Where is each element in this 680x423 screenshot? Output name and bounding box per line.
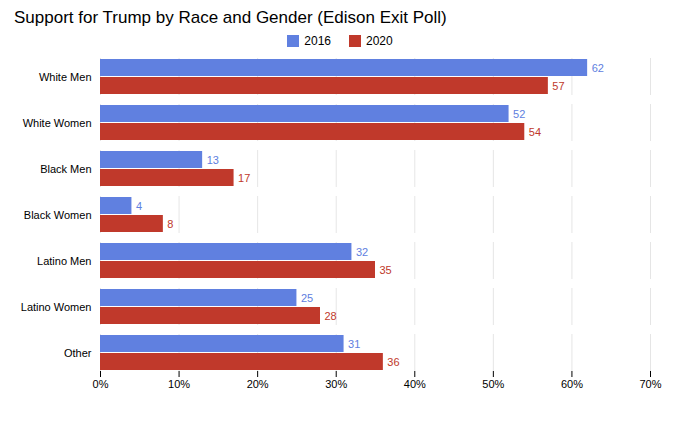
svg-text:36: 36 — [387, 356, 399, 368]
html-text:2016: 2016 — [304, 34, 331, 48]
svg-text:31: 31 — [348, 338, 360, 350]
svg-text:60%: 60% — [561, 378, 583, 390]
svg-text:62: 62 — [592, 62, 604, 74]
svg-text:54: 54 — [529, 126, 541, 138]
svg-text:25: 25 — [301, 292, 313, 304]
svg-text:30%: 30% — [325, 378, 347, 390]
svg-text:17: 17 — [238, 172, 250, 184]
svg-text:52: 52 — [513, 108, 525, 120]
svg-text:20%: 20% — [247, 378, 269, 390]
svg-text:0%: 0% — [93, 378, 109, 390]
svg-text:70%: 70% — [639, 378, 661, 390]
svg-text:57: 57 — [552, 80, 564, 92]
svg-text:8: 8 — [167, 218, 173, 230]
svg-text:35: 35 — [380, 264, 392, 276]
svg-text:Black Men: Black Men — [40, 163, 91, 175]
svg-text:10%: 10% — [168, 378, 190, 390]
svg-text:4: 4 — [136, 200, 142, 212]
html-text:2020: 2020 — [366, 34, 393, 48]
svg-text:White Men: White Men — [39, 71, 92, 83]
svg-text:Other: Other — [64, 347, 92, 359]
svg-text:13: 13 — [207, 154, 219, 166]
svg-text:White Women: White Women — [23, 117, 92, 129]
svg-text:Black Women: Black Women — [24, 209, 92, 221]
html-text:Support for Trump by Race and: Support for Trump by Race and Gender (Ed… — [14, 8, 447, 27]
svg-text:Latino Women: Latino Women — [21, 301, 92, 313]
svg-text:28: 28 — [325, 310, 337, 322]
svg-text:Latino Men: Latino Men — [37, 255, 91, 267]
svg-text:50%: 50% — [482, 378, 504, 390]
svg-text:40%: 40% — [404, 378, 426, 390]
svg-text:32: 32 — [356, 246, 368, 258]
